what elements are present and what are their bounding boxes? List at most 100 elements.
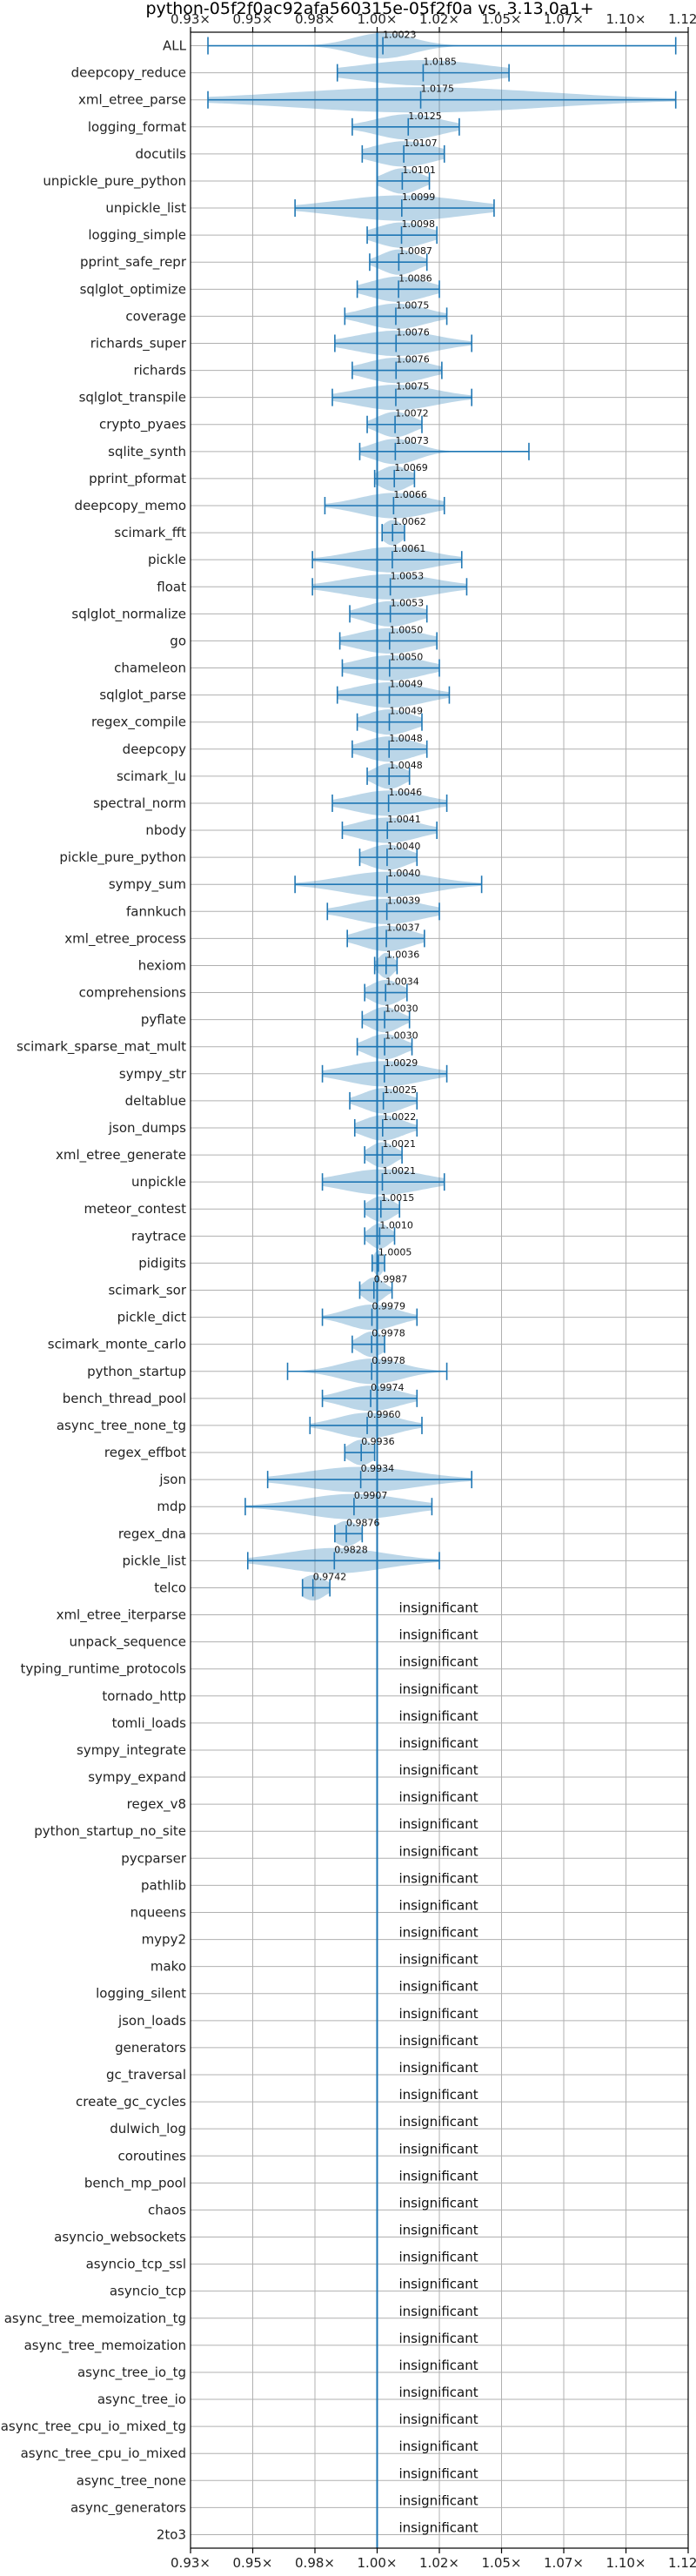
median-value-label: 1.0053 xyxy=(391,570,425,581)
benchmark-label: tornado_http xyxy=(102,1688,186,1705)
benchmark-label: tomli_loads xyxy=(112,1715,187,1732)
median-value-label: 1.0029 xyxy=(385,1057,418,1069)
benchmark-label: bench_thread_pool xyxy=(63,1391,186,1407)
benchmark-label: regex_compile xyxy=(91,714,186,731)
benchmark-label: hexiom xyxy=(138,957,186,973)
insignificant-label: insignificant xyxy=(399,2412,478,2427)
bottom-tick-label: 0.95× xyxy=(233,2555,273,2571)
benchmark-label: json xyxy=(158,1472,186,1487)
benchmark-label: comprehensions xyxy=(79,985,187,1001)
benchmark-label: async_tree_io_tg xyxy=(77,2365,186,2381)
median-value-label: 1.0185 xyxy=(423,57,457,68)
insignificant-label: insignificant xyxy=(399,1870,478,1886)
bottom-tick-label: 1.12× xyxy=(668,2555,696,2571)
insignificant-label: insignificant xyxy=(399,2114,478,2130)
benchmark-label: raytrace xyxy=(131,1228,186,1244)
median-value-label: 1.0050 xyxy=(390,624,424,635)
benchmark-label: sympy_integrate xyxy=(77,1742,186,1759)
benchmark-label: deepcopy_reduce xyxy=(71,65,186,82)
top-tick-label: 0.95× xyxy=(233,11,273,27)
median-value-label: 1.0040 xyxy=(387,868,421,879)
median-value-label: 0.9978 xyxy=(371,1328,405,1339)
median-value-label: 0.9936 xyxy=(361,1436,395,1447)
benchmark-label: sympy_sum xyxy=(109,876,186,893)
median-value-label: 1.0061 xyxy=(392,543,426,554)
median-value-label: 1.0076 xyxy=(396,354,430,366)
benchmark-label: asyncio_tcp xyxy=(110,2284,186,2300)
benchmark-label: typing_runtime_protocols xyxy=(20,1661,186,1678)
insignificant-label: insignificant xyxy=(399,2006,478,2022)
benchmark-label: xml_etree_iterparse xyxy=(57,1607,186,1624)
benchmark-label: telco xyxy=(154,1580,186,1595)
insignificant-label: insignificant xyxy=(399,1897,478,1913)
insignificant-label: insignificant xyxy=(399,1600,478,1616)
median-value-label: 1.0015 xyxy=(381,1192,415,1204)
median-value-label: 1.0025 xyxy=(384,1084,418,1096)
benchmark-label: xml_etree_parse xyxy=(78,92,186,109)
median-value-label: 0.9742 xyxy=(313,1571,347,1582)
insignificant-label: insignificant xyxy=(399,2195,478,2210)
benchmark-label: float xyxy=(157,579,186,594)
benchmark-label: scimark_monte_carlo xyxy=(48,1337,186,1353)
bottom-tick-label: 1.00× xyxy=(358,2555,398,2571)
insignificant-label: insignificant xyxy=(399,2331,478,2346)
insignificant-label: insignificant xyxy=(399,1952,478,1968)
benchmark-label: pickle_list xyxy=(122,1553,186,1569)
median-value-label: 1.0098 xyxy=(402,218,436,230)
benchmark-label: json_dumps xyxy=(108,1120,186,1137)
median-value-label: 1.0039 xyxy=(387,895,421,906)
median-value-label: 0.9934 xyxy=(361,1463,395,1474)
top-tick-label: 1.10× xyxy=(606,11,646,27)
chart-title: python-05f2f0ac92afa560315e-05f2f0a vs. … xyxy=(145,0,593,18)
benchmark-label: sqlglot_parse xyxy=(99,688,186,704)
median-value-label: 1.0010 xyxy=(379,1219,413,1231)
benchmark-label: mdp xyxy=(157,1499,186,1514)
benchmark-label: async_tree_memoization xyxy=(24,2338,186,2354)
benchmark-label: meteor_contest xyxy=(84,1201,186,1218)
benchmark-label: logging_simple xyxy=(88,227,186,244)
benchmark-label: pprint_pformat xyxy=(89,471,186,487)
benchmark-label: generators xyxy=(115,2040,186,2056)
benchmark-label: sqlglot_optimize xyxy=(80,281,186,298)
insignificant-label: insignificant xyxy=(399,2438,478,2454)
benchmark-label: xml_etree_process xyxy=(64,930,186,947)
insignificant-label: insignificant xyxy=(399,1735,478,1751)
bottom-tick-label: 1.10× xyxy=(606,2555,646,2571)
benchmark-label: pickle_dict xyxy=(117,1310,186,1326)
benchmark-label: sympy_expand xyxy=(88,1769,186,1786)
median-value-label: 1.0049 xyxy=(390,706,424,717)
insignificant-label: insignificant xyxy=(399,2492,478,2508)
insignificant-label: insignificant xyxy=(399,1979,478,1995)
insignificant-label: insignificant xyxy=(399,2250,478,2265)
benchmark-label: regex_dna xyxy=(118,1526,186,1542)
benchmark-label: pidigits xyxy=(138,1255,186,1271)
label-layer: ALL 1.0023 deepcopy_reduce 1.0185 xml_etree_… xyxy=(1,30,478,2543)
top-tick-label: 1.02× xyxy=(419,11,459,27)
benchmark-label: coverage xyxy=(125,308,186,324)
median-value-label: 1.0040 xyxy=(387,841,421,852)
median-value-label: 1.0023 xyxy=(383,30,417,41)
insignificant-label: insignificant xyxy=(399,2168,478,2184)
benchmark-label: pyflate xyxy=(141,1012,186,1028)
insignificant-label: insignificant xyxy=(399,2087,478,2103)
median-value-label: 1.0022 xyxy=(383,1111,417,1123)
insignificant-label: insignificant xyxy=(399,1654,478,1670)
benchmark-label: async_tree_cpu_io_mixed_tg xyxy=(1,2418,186,2435)
benchmark-label: scimark_sor xyxy=(108,1283,186,1299)
median-value-label: 1.0021 xyxy=(383,1165,417,1177)
benchmark-label: async_generators xyxy=(70,2499,186,2516)
median-value-label: 1.0062 xyxy=(392,516,426,527)
benchmark-label: async_tree_cpu_io_mixed xyxy=(21,2445,186,2462)
benchmark-label: sympy_str xyxy=(119,1066,187,1083)
benchmark-label: create_gc_cycles xyxy=(76,2094,186,2110)
benchmark-label: scimark_sparse_mat_mult xyxy=(17,1039,186,1056)
benchmark-label: pickle xyxy=(148,552,186,567)
benchmark-label: unpickle_pure_python xyxy=(43,173,186,190)
median-value-label: 1.0046 xyxy=(389,787,423,798)
median-value-label: 1.0175 xyxy=(421,84,455,95)
median-value-label: 1.0049 xyxy=(390,679,424,690)
benchmark-label: regex_effbot xyxy=(104,1445,186,1461)
benchmark-label: 2to3 xyxy=(157,2526,186,2542)
median-value-label: 0.9907 xyxy=(354,1490,388,1501)
benchmark-label: dulwich_log xyxy=(110,2121,186,2137)
